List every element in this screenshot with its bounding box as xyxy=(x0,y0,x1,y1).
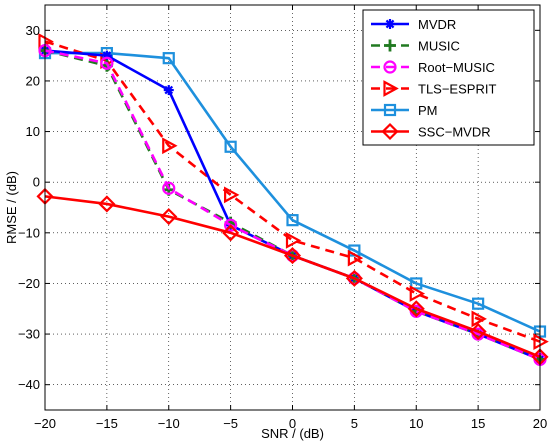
x-tick-label: 10 xyxy=(409,416,423,431)
y-tick-label: −30 xyxy=(18,327,40,342)
legend: MVDR MUSIC Root−MUSIC TLS−ESPRIT PM SSC−MVDR xyxy=(362,9,535,146)
point-marker xyxy=(224,218,238,232)
point-marker xyxy=(407,300,425,318)
y-tick-label: −20 xyxy=(18,276,40,291)
legend-entry: SSC−MVDR xyxy=(371,122,491,141)
legend-label: MUSIC xyxy=(418,39,460,54)
point-marker xyxy=(100,56,114,70)
point-marker xyxy=(345,269,363,287)
point-marker xyxy=(381,122,399,141)
x-tick-label: −10 xyxy=(158,416,180,431)
series-square xyxy=(38,46,547,338)
point-marker xyxy=(224,186,240,204)
x-tick-label: −15 xyxy=(96,416,118,431)
point-marker xyxy=(283,247,302,265)
legend-entry: Root−MUSIC xyxy=(371,60,495,75)
plot-series xyxy=(36,33,549,366)
x-tick-label: 0 xyxy=(289,416,296,431)
point-marker xyxy=(224,140,237,153)
point-marker xyxy=(347,249,364,267)
point-marker xyxy=(160,208,178,226)
point-marker xyxy=(383,60,397,74)
legend-box xyxy=(362,9,535,146)
legend-label: PM xyxy=(418,103,438,118)
series-line xyxy=(45,51,541,333)
point-marker xyxy=(469,322,487,341)
x-tick-label: −20 xyxy=(34,416,56,431)
point-marker xyxy=(409,285,426,302)
point-marker xyxy=(383,80,399,97)
y-tick-label: 30 xyxy=(26,23,40,38)
x-tick-label: −5 xyxy=(223,416,238,431)
x-tick-label: 15 xyxy=(471,416,485,431)
point-marker xyxy=(222,224,240,242)
point-marker xyxy=(98,195,116,213)
y-tick-label: −10 xyxy=(18,225,40,240)
legend-label: MVDR xyxy=(418,17,456,32)
legend-entry: TLS−ESPRIT xyxy=(371,80,496,97)
legend-entry: MUSIC xyxy=(371,39,460,54)
legend-label: Root−MUSIC xyxy=(418,60,495,75)
x-tick-label: 20 xyxy=(533,416,547,431)
series-line xyxy=(44,195,541,359)
axis-ticks: −20 −15 −10 −5 0 5 10 15 20 −40 −30 −20 −10 0 10 20 30 xyxy=(18,5,547,431)
y-tick-label: 10 xyxy=(26,124,40,139)
point-marker xyxy=(162,181,176,195)
series-diamond xyxy=(36,187,549,366)
legend-entry: PM xyxy=(371,103,438,118)
point-marker xyxy=(286,214,299,227)
y-tick-label: 20 xyxy=(26,73,40,88)
point-marker xyxy=(472,297,485,310)
point-marker xyxy=(285,232,302,249)
point-marker xyxy=(162,137,178,155)
y-tick-label: 0 xyxy=(33,175,40,190)
point-marker xyxy=(385,19,395,29)
legend-entry: MVDR xyxy=(371,17,456,32)
point-marker xyxy=(410,277,423,290)
point-marker xyxy=(162,52,175,65)
y-axis-label: RMSE / (dB) xyxy=(4,171,19,244)
point-marker xyxy=(164,85,174,95)
y-tick-label: −40 xyxy=(18,377,40,392)
point-marker xyxy=(471,310,487,328)
legend-label: TLS−ESPRIT xyxy=(418,82,496,97)
legend-label: SSC−MVDR xyxy=(418,125,491,140)
series-line xyxy=(44,49,541,361)
x-tick-label: 5 xyxy=(351,416,358,431)
x-axis-label: SNR / (dB) xyxy=(261,426,324,441)
point-marker xyxy=(383,103,397,117)
